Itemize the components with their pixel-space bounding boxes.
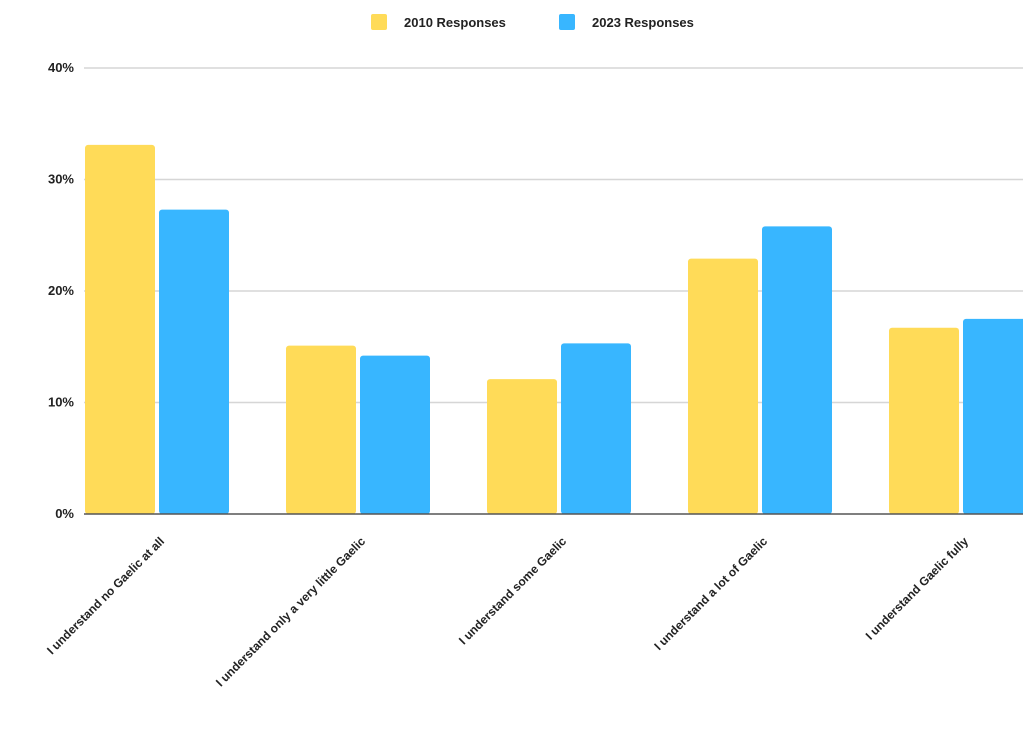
- y-tick-label: 40%: [48, 60, 74, 75]
- bar-2010-responses-i-understand-some-gaelic: [487, 379, 557, 514]
- x-category-label: I understand no Gaelic at all: [44, 534, 167, 657]
- bar-2023-responses-i-understand-no-gaelic-at-all: [159, 209, 229, 515]
- bar-2023-responses-i-understand-some-gaelic: [561, 343, 631, 514]
- bar-2023-responses-i-understand-a-lot-of-gaelic: [762, 226, 832, 514]
- bar-2010-responses-i-understand-no-gaelic-at-all: [85, 144, 155, 514]
- y-tick-label: 10%: [48, 395, 74, 410]
- y-tick-label: 20%: [48, 283, 74, 298]
- y-tick-label: 30%: [48, 172, 74, 187]
- legend-swatch-2023-responses: [559, 14, 575, 30]
- bars: [85, 144, 1023, 515]
- x-axis-category-labels: I understand no Gaelic at all I understan…: [44, 534, 971, 689]
- x-category-label: I understand only a very little Gaelic: [213, 534, 368, 689]
- legend-label-2023-responses: 2023 Responses: [592, 15, 694, 30]
- legend: 2010 Responses 2023 Responses: [371, 14, 694, 30]
- x-category-label: I understand Gaelic fully: [863, 534, 972, 643]
- bar-2010-responses-i-understand-a-lot-of-gaelic: [688, 258, 758, 514]
- bar-2010-responses-i-understand-gaelic-fully: [889, 327, 959, 514]
- y-tick-label: 0%: [55, 506, 74, 521]
- y-axis-ticks: 0% 10% 20% 30% 40%: [48, 60, 74, 521]
- x-category-label: I understand some Gaelic: [456, 534, 569, 647]
- bar-2023-responses-i-understand-gaelic-fully: [963, 318, 1023, 514]
- x-category-label: I understand a lot of Gaelic: [651, 534, 770, 653]
- bar-2023-responses-i-understand-only-a-very-little-gaelic: [360, 355, 430, 514]
- bar-2010-responses-i-understand-only-a-very-little-gaelic: [286, 345, 356, 514]
- legend-label-2010-responses: 2010 Responses: [404, 15, 506, 30]
- legend-swatch-2010-responses: [371, 14, 387, 30]
